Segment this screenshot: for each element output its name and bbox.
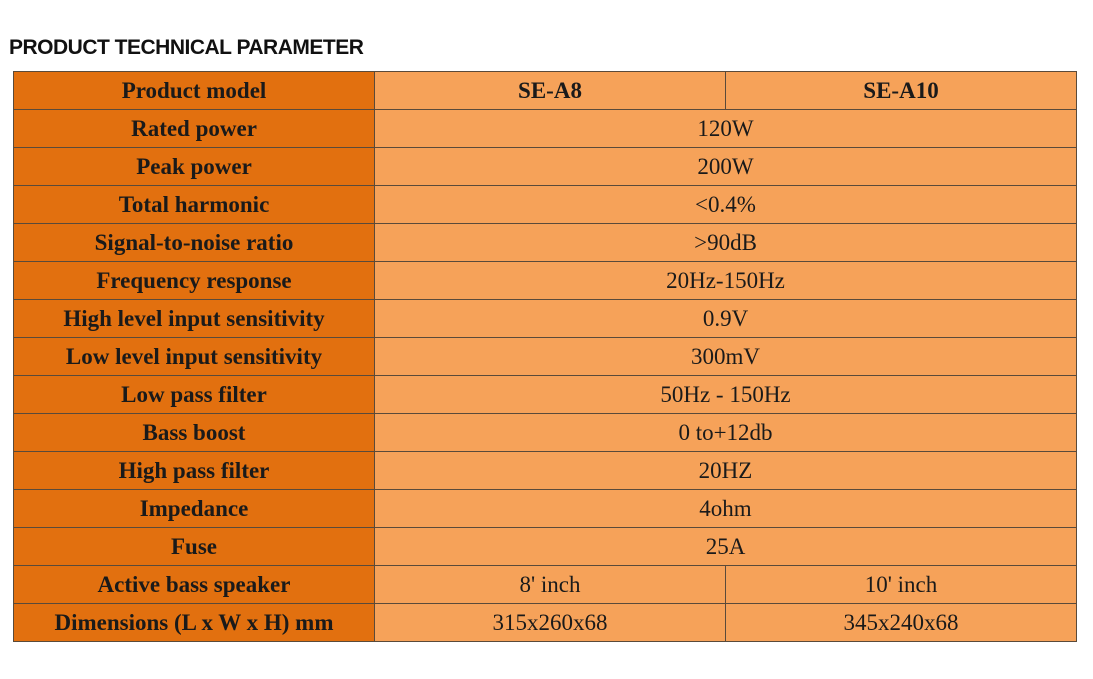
row-label: Dimensions (L x W x H) mm <box>13 603 375 642</box>
cell: 8' inch <box>374 565 726 604</box>
cell: >90dB <box>374 223 1077 262</box>
cell: 10' inch <box>725 565 1077 604</box>
cell: 120W <box>374 109 1077 148</box>
title: PRODUCT TECHNICAL PARAMETER <box>9 36 364 59</box>
cell: <0.4% <box>374 185 1077 224</box>
row: High level input sensitivity 0.9V <box>13 299 1077 338</box>
row: Dimensions (L x W x H) mm 315x260x68 345x2… <box>13 603 1077 642</box>
row: Impedance 4ohm <box>13 489 1077 528</box>
cell: 300mV <box>374 337 1077 376</box>
cell: 315x260x68 <box>374 603 726 642</box>
spec-table: Product model SE-A8 SE-A10 Rated power 120W P… <box>13 71 1077 642</box>
row-label: Frequency response <box>13 261 375 300</box>
cell: 20Hz-150Hz <box>374 261 1077 300</box>
row: Signal-to-noise ratio >90dB <box>13 223 1077 262</box>
cell: 20HZ <box>374 451 1077 490</box>
row-label: Bass boost <box>13 413 375 452</box>
row: Low pass filter 50Hz - 150Hz <box>13 375 1077 414</box>
row-label: High pass filter <box>13 451 375 490</box>
cell: 345x240x68 <box>725 603 1077 642</box>
row: High pass filter 20HZ <box>13 451 1077 490</box>
cell: 200W <box>374 147 1077 186</box>
cell: 0.9V <box>374 299 1077 338</box>
row-label: Peak power <box>13 147 375 186</box>
row: Rated power 120W <box>13 109 1077 148</box>
row: Frequency response 20Hz-150Hz <box>13 261 1077 300</box>
row-label: High level input sensitivity <box>13 299 375 338</box>
cell: SE-A10 <box>725 71 1077 110</box>
row-label: Signal-to-noise ratio <box>13 223 375 262</box>
row-label: Active bass speaker <box>13 565 375 604</box>
row-label: Product model <box>13 71 375 110</box>
cell: 4ohm <box>374 489 1077 528</box>
row: Peak power 200W <box>13 147 1077 186</box>
row: Active bass speaker 8' inch 10' inch <box>13 565 1077 604</box>
row: Bass boost 0 to+12db <box>13 413 1077 452</box>
row: Low level input sensitivity 300mV <box>13 337 1077 376</box>
row: Total harmonic <0.4% <box>13 185 1077 224</box>
row-label: Total harmonic <box>13 185 375 224</box>
row-label: Impedance <box>13 489 375 528</box>
row: Fuse 25A <box>13 527 1077 566</box>
row-label: Low level input sensitivity <box>13 337 375 376</box>
cell: 0 to+12db <box>374 413 1077 452</box>
cell: 25A <box>374 527 1077 566</box>
row-label: Fuse <box>13 527 375 566</box>
row-label: Rated power <box>13 109 375 148</box>
row-label: Low pass filter <box>13 375 375 414</box>
cell: 50Hz - 150Hz <box>374 375 1077 414</box>
cell: SE-A8 <box>374 71 726 110</box>
header-row: Product model SE-A8 SE-A10 <box>13 71 1077 110</box>
